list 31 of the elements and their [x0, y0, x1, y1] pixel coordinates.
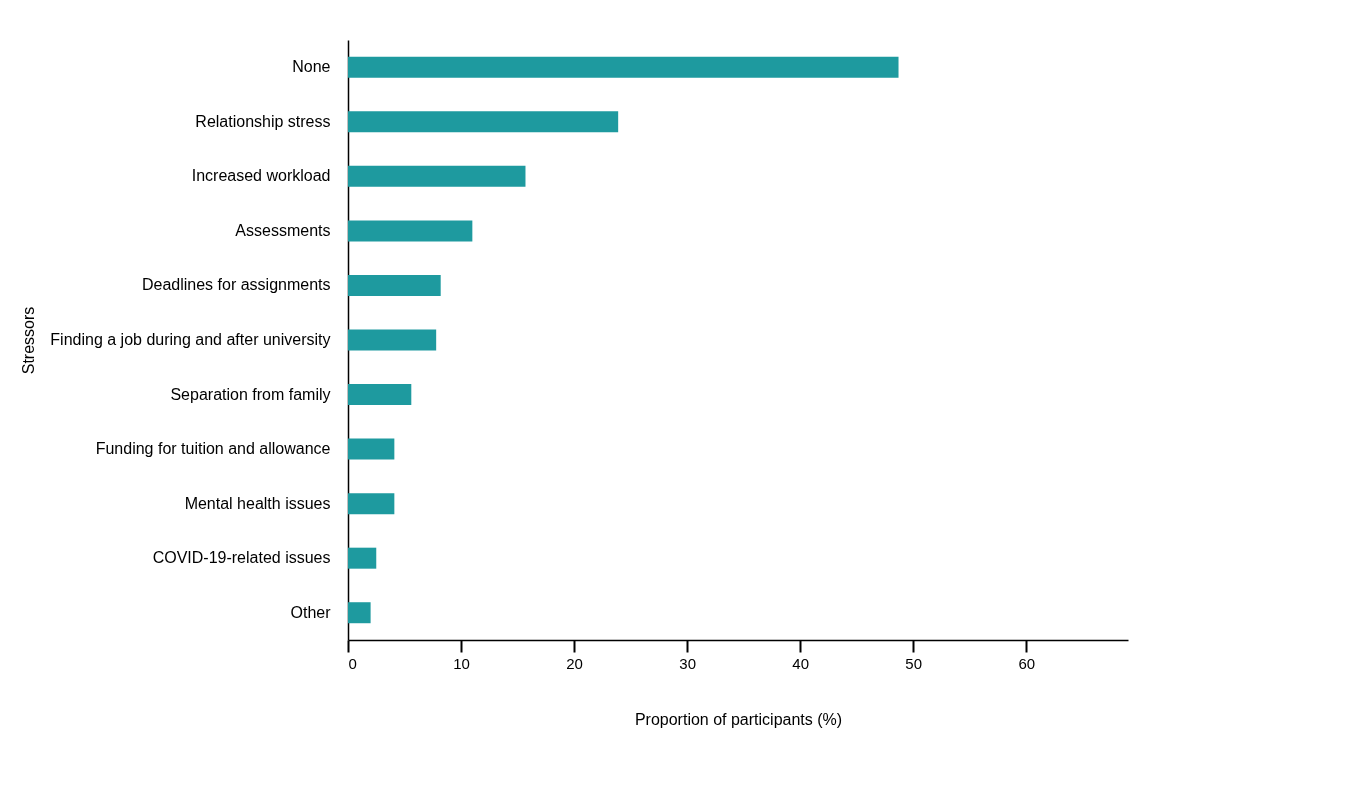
y-tick-label: COVID-19-related issues — [152, 549, 331, 567]
y-tick-label: Funding for tuition and allowance — [95, 440, 331, 458]
x-axis-title: Proportion of participants (%) — [634, 710, 843, 728]
x-tick-label: 0 — [348, 654, 357, 672]
y-tick-label: None — [292, 58, 331, 76]
bar — [348, 438, 395, 460]
bar — [348, 602, 371, 624]
x-tick-label: 40 — [792, 654, 810, 672]
bar — [348, 111, 619, 133]
bar — [348, 220, 473, 242]
bar — [348, 493, 395, 515]
y-axis-title: Stressors — [19, 306, 37, 375]
bar — [348, 274, 441, 296]
bar — [348, 165, 526, 187]
x-tick-label: 20 — [566, 654, 583, 672]
bar — [348, 547, 377, 569]
y-tick-label: Finding a job during and after university — [50, 331, 331, 348]
bar — [348, 384, 412, 406]
y-tick-label: Separation from family — [170, 385, 331, 403]
y-tick-label: Other — [290, 603, 332, 621]
y-tick-label: Relationship stress — [195, 112, 331, 130]
y-tick-label: Increased workload — [191, 167, 331, 185]
x-tick-label: 60 — [1018, 654, 1036, 672]
y-tick-label: Deadlines for assignments — [141, 276, 331, 294]
x-tick-label: 50 — [905, 654, 923, 672]
y-tick-label: Mental health issues — [184, 494, 331, 512]
bar — [348, 56, 899, 78]
y-tick-label: Assessments — [235, 221, 331, 239]
bar — [348, 329, 437, 351]
x-tick-label: 30 — [679, 654, 696, 672]
x-tick-label: 10 — [453, 654, 470, 672]
